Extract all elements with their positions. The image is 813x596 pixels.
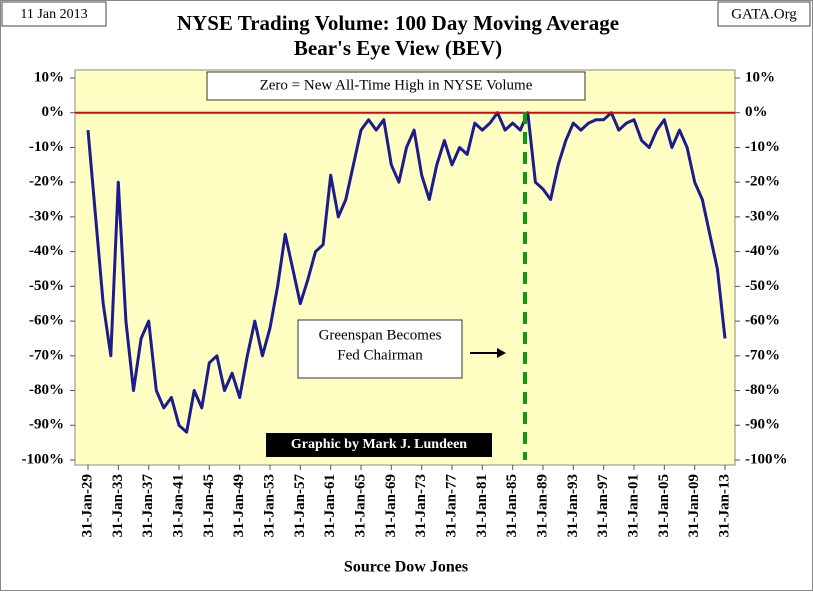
x-tick-label: 31-Jan-97: [595, 474, 611, 538]
x-axis-label: Source Dow Jones: [344, 559, 468, 576]
y-tick-label: -30%: [29, 208, 64, 224]
y-tick-label: -60%: [29, 313, 64, 329]
y-tick-label: -50%: [29, 278, 64, 294]
x-tick-label: 31-Jan-41: [170, 474, 186, 537]
y-tick-label: -10%: [29, 139, 64, 155]
note-box: [206, 71, 586, 101]
x-tick-label: 31-Jan-29: [79, 474, 95, 537]
x-tick-label: 31-Jan-45: [201, 474, 217, 537]
credit-box: [266, 433, 492, 457]
x-tick-label: 31-Jan-61: [322, 474, 338, 537]
y-tick-label: -40%: [29, 243, 64, 259]
x-tick-label: 31-Jan-77: [443, 474, 459, 538]
plot-area: [74, 69, 736, 466]
x-tick-label: 31-Jan-57: [292, 474, 308, 538]
annotation: Greenspan Becomes: [319, 327, 442, 343]
chart-title: Bear's Eye View (BEV): [294, 36, 502, 60]
y2-tick-label: -20%: [745, 174, 780, 190]
y-tick-label: -20%: [29, 174, 64, 190]
y-tick-label: -80%: [29, 382, 64, 398]
arrow-head: [497, 348, 506, 358]
x-tick-label: 31-Jan-85: [504, 474, 520, 537]
x-tick-label: 31-Jan-49: [231, 474, 247, 537]
y2-tick-label: -100%: [745, 451, 788, 467]
y2-tick-label: -90%: [745, 417, 780, 433]
x-tick-label: 31-Jan-01: [625, 474, 641, 537]
x-tick-label: 31-Jan-09: [686, 474, 702, 537]
chart-title: NYSE Trading Volume: 100 Day Moving Aver…: [177, 11, 619, 35]
y2-tick-label: -50%: [745, 278, 780, 294]
site-box: [717, 1, 811, 27]
site-label: GATA.Org: [731, 6, 797, 22]
y2-tick-label: -80%: [745, 382, 780, 398]
x-tick-label: 31-Jan-65: [352, 474, 368, 537]
y-tick-label: 10%: [34, 69, 64, 85]
x-tick-label: 31-Jan-13: [716, 474, 732, 537]
y-tick-label: -100%: [22, 451, 65, 467]
y2-tick-label: -10%: [745, 139, 780, 155]
y2-tick-label: 0%: [745, 104, 768, 120]
top-note: Zero = New All-Time High in NYSE Volume: [260, 77, 533, 93]
y-tick-label: -90%: [29, 417, 64, 433]
x-tick-label: 31-Jan-73: [413, 474, 429, 537]
date-box: [1, 1, 107, 27]
y2-tick-label: -60%: [745, 313, 780, 329]
x-tick-label: 31-Jan-37: [140, 474, 156, 538]
x-tick-label: 31-Jan-69: [383, 474, 399, 537]
x-tick-label: 31-Jan-93: [565, 474, 581, 537]
x-tick-label: 31-Jan-53: [261, 474, 277, 537]
x-tick-label: 31-Jan-81: [474, 474, 490, 537]
y2-tick-label: -40%: [745, 243, 780, 259]
y2-tick-label: -70%: [745, 347, 780, 363]
date-label: 11 Jan 2013: [20, 7, 87, 22]
annotation: Fed Chairman: [337, 347, 423, 363]
y-tick-label: 0%: [42, 104, 65, 120]
annotation-box: [297, 319, 463, 379]
x-tick-label: 31-Jan-05: [656, 474, 672, 537]
x-tick-label: 31-Jan-33: [110, 474, 126, 537]
y-tick-label: -70%: [29, 347, 64, 363]
x-tick-label: 31-Jan-89: [534, 474, 550, 537]
data-line: [86, 111, 727, 434]
y2-tick-label: 10%: [745, 69, 775, 85]
credit: Graphic by Mark J. Lundeen: [291, 437, 467, 452]
y2-tick-label: -30%: [745, 208, 780, 224]
